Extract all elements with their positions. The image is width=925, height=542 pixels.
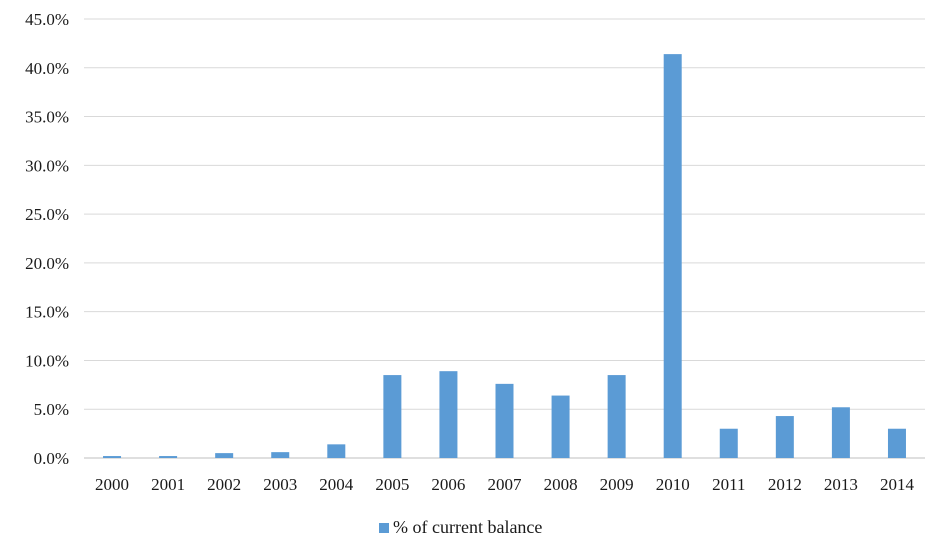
bar-2009 [607,375,626,458]
gridlines [84,18,925,459]
bar-2005 [383,375,402,458]
x-tick-label: 2000 [95,475,129,494]
legend-swatch [379,523,389,533]
y-tick-label: 45.0% [25,10,69,29]
bar-2008 [551,395,570,458]
bar-2000 [103,456,122,458]
y-tick-label: 5.0% [34,400,69,419]
x-tick-label: 2005 [375,475,409,494]
y-tick-label: 10.0% [25,351,69,370]
x-tick-label: 2001 [151,475,185,494]
y-tick-label: 25.0% [25,205,69,224]
bar-2012 [775,416,794,458]
x-tick-label: 2013 [824,475,858,494]
x-tick-label: 2009 [600,475,634,494]
x-tick-label: 2002 [207,475,241,494]
x-tick-label: 2003 [263,475,297,494]
x-tick-label: 2008 [544,475,578,494]
x-tick-label: 2004 [319,475,354,494]
y-axis-tick-labels: 0.0% 5.0% 10.0% 15.0% 20.0% 25.0% 30.0% 35.0% 40… [25,10,69,468]
legend: % of current balance [379,517,542,537]
bar-2010 [663,54,682,459]
x-tick-label: 2010 [656,475,690,494]
y-tick-label: 20.0% [25,254,69,273]
x-tick-label: 2007 [488,475,523,494]
bar-2007 [495,383,514,458]
y-tick-label: 40.0% [25,59,69,78]
bar-2014 [887,428,906,458]
x-tick-label: 2014 [880,475,915,494]
x-axis-tick-labels: 2000 2001 2002 2003 2004 2005 2006 2007 2008 2009… [95,475,914,494]
bar-2004 [327,444,346,458]
bars [103,54,906,459]
legend-label: % of current balance [393,517,542,537]
bar-2003 [271,452,290,458]
y-tick-label: 15.0% [25,303,69,322]
bar-2006 [439,371,458,458]
bar-2002 [215,453,234,458]
x-tick-label: 2011 [712,475,745,494]
bar-2001 [159,456,178,458]
x-tick-label: 2006 [431,475,465,494]
y-tick-label: 0.0% [34,449,69,468]
bar-2013 [831,407,850,458]
y-tick-label: 30.0% [25,156,69,175]
x-tick-label: 2012 [768,475,802,494]
bar-2011 [719,428,738,458]
y-tick-label: 35.0% [25,108,69,127]
